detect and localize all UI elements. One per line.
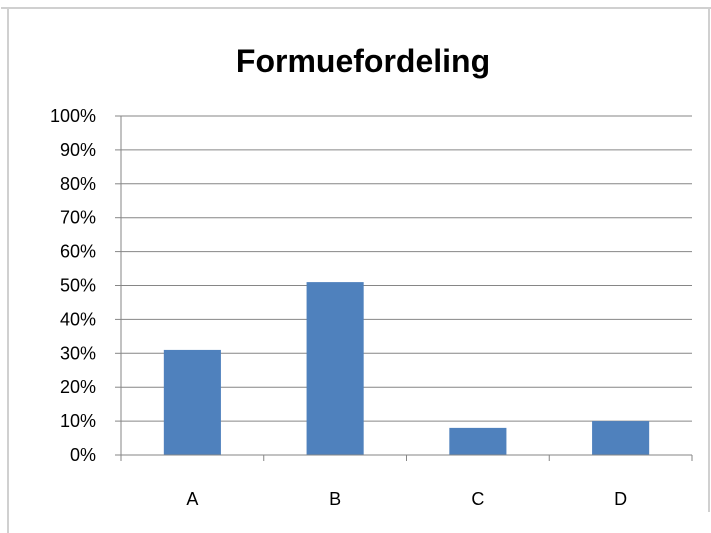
y-tick-label: 80% xyxy=(60,174,96,194)
y-tick-label: 90% xyxy=(60,140,96,160)
bar-c xyxy=(449,427,507,455)
bars xyxy=(163,282,650,455)
y-tick-label: 30% xyxy=(60,343,96,363)
x-category-label: D xyxy=(614,489,627,509)
y-tick-label: 40% xyxy=(60,309,96,329)
bar-b xyxy=(306,282,364,455)
x-category-label: C xyxy=(471,489,484,509)
x-category-labels: A B C D xyxy=(186,489,627,509)
y-tick-label: 10% xyxy=(60,411,96,431)
chart-title: Formuefordeling xyxy=(236,43,490,79)
x-category-label: A xyxy=(186,489,198,509)
y-tick-label: 100% xyxy=(50,106,96,126)
y-tick-label: 0% xyxy=(70,445,96,465)
x-category-label: B xyxy=(329,489,341,509)
bar-d xyxy=(592,421,650,455)
y-tick-label: 20% xyxy=(60,377,96,397)
bar-a xyxy=(163,349,221,455)
y-tick-label: 70% xyxy=(60,208,96,228)
y-tick-label: 50% xyxy=(60,276,96,296)
y-tick-labels: 0% 10% 20% 30% 40% 50% 60% 70% 80% 90% 100% xyxy=(50,106,96,465)
axes xyxy=(115,115,693,461)
y-tick-label: 60% xyxy=(60,242,96,262)
